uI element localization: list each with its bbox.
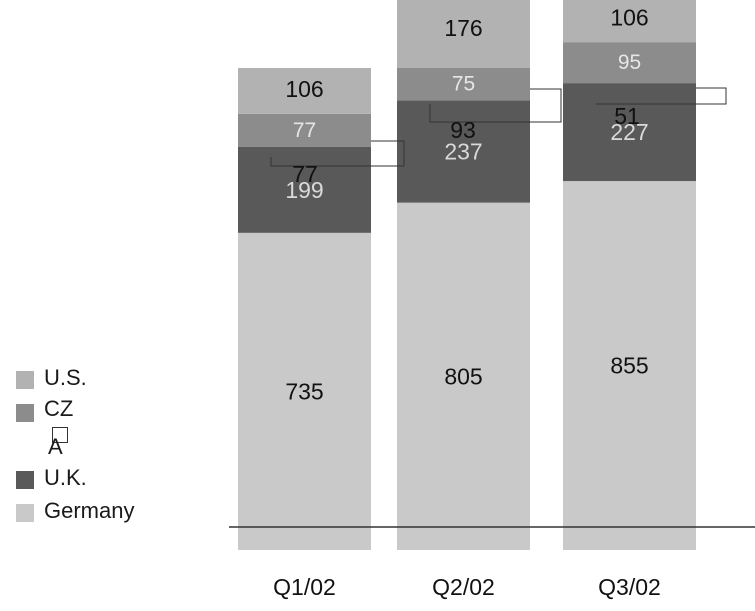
chart-legend: U.S. CZ A U.K. Germany — [14, 364, 204, 530]
bar-u-k-q1-02 — [238, 146, 371, 233]
data-label-u-k-q1-02: 199 — [285, 177, 323, 203]
bar-cz-a-q1-02 — [238, 113, 371, 147]
data-label-u-k-q2-02: 237 — [444, 139, 482, 165]
data-label-cz-a-q1-02: 77 — [293, 119, 316, 142]
bar-cz-a-q3-02 — [563, 42, 696, 84]
callout-label-1: 77 — [292, 161, 318, 187]
legend-small-box-icon — [52, 427, 68, 443]
bar-u-s-q2-02 — [397, 0, 530, 69]
bar-u-k-q3-02 — [563, 83, 696, 182]
data-label-germany-q2-02: 805 — [444, 363, 482, 389]
data-label-cz-a-q3-02: 95 — [618, 51, 641, 74]
legend-swatch-cz — [16, 404, 34, 422]
callout-bracket-1 — [270, 140, 405, 167]
legend-item-germany: Germany — [14, 497, 204, 525]
data-label-cz-a-q2-02: 75 — [452, 73, 475, 96]
bar-u-k-q2-02 — [397, 100, 530, 203]
bar-cz-a-q2-02 — [397, 68, 530, 101]
bar-u-s-q3-02 — [563, 0, 696, 43]
legend-sublabel-a: A — [48, 434, 63, 459]
bar-germany-q2-02 — [397, 202, 530, 550]
legend-swatch-uk — [16, 471, 34, 489]
data-label-u-s-q3-02: 106 — [610, 4, 648, 30]
legend-item-us: U.S. — [14, 364, 204, 392]
data-label-u-s-q2-02: 176 — [444, 15, 482, 41]
x-tick-label-q2-02: Q2/02 — [432, 574, 495, 600]
data-label-germany-q3-02: 855 — [610, 353, 648, 379]
legend-item-uk: U.K. — [14, 464, 204, 492]
legend-label-us: U.S. — [44, 365, 87, 390]
legend-item-cz: CZ A — [14, 397, 204, 459]
legend-swatch-germany — [16, 504, 34, 522]
callout-label-3: 51 — [614, 103, 640, 129]
data-label-germany-q1-02: 735 — [285, 378, 323, 404]
bar-germany-q3-02 — [563, 181, 696, 550]
callout-bracket-2 — [429, 88, 562, 123]
x-tick-label-q1-02: Q1/02 — [273, 574, 336, 600]
legend-label-germany: Germany — [44, 498, 135, 523]
callout-label-2: 93 — [450, 117, 476, 143]
legend-label-uk: U.K. — [44, 465, 87, 490]
bar-u-s-q1-02 — [238, 68, 371, 114]
bar-germany-q1-02 — [238, 232, 371, 550]
data-label-u-s-q1-02: 106 — [285, 76, 323, 102]
legend-swatch-us — [16, 371, 34, 389]
callout-bracket-3 — [596, 87, 727, 105]
data-label-u-k-q3-02: 227 — [610, 119, 648, 145]
legend-label-cz: CZ — [44, 396, 74, 421]
x-tick-label-q3-02: Q3/02 — [598, 574, 661, 600]
